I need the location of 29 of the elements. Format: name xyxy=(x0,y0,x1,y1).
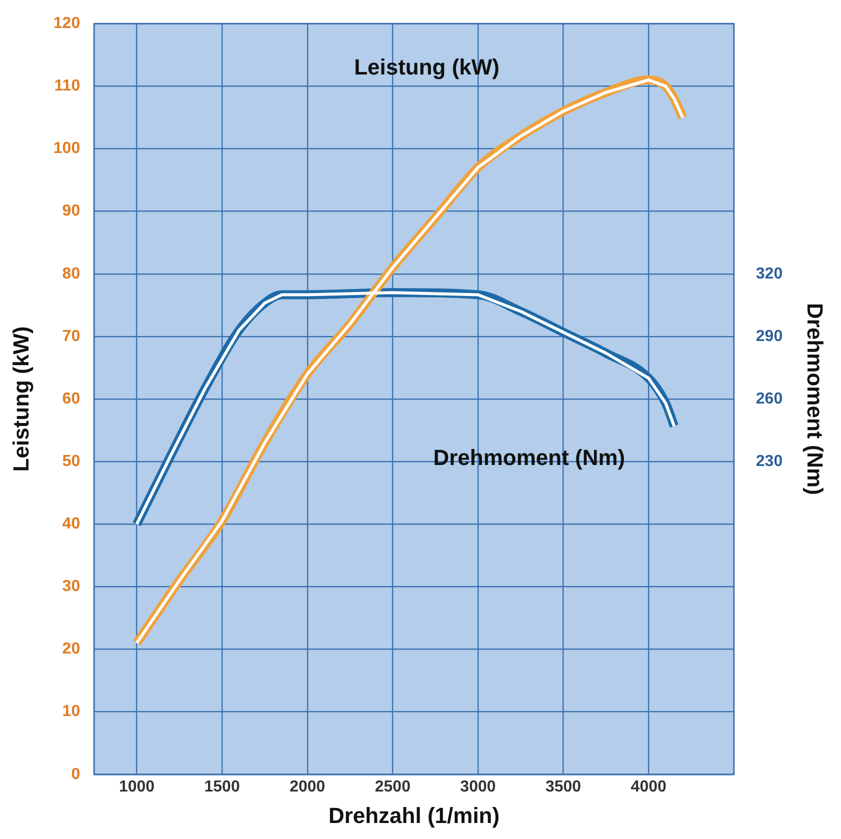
x-tick-label: 3000 xyxy=(460,778,496,796)
y-tick-label: 0 xyxy=(71,766,80,783)
x-axis-title: Drehzahl (1/min) xyxy=(328,802,500,828)
annotation: Drehmoment (Nm) xyxy=(433,445,626,470)
y-tick-label: 70 xyxy=(62,328,80,345)
y-tick-label: 40 xyxy=(62,516,80,533)
y2-tick-label: 320 xyxy=(756,265,783,282)
y-tick-label: 20 xyxy=(62,640,80,658)
y-axis-title: Leistung (kW) xyxy=(8,326,34,472)
y-tick-label: 30 xyxy=(62,578,80,596)
y-tick-label: 50 xyxy=(62,452,80,470)
x-tick-label: 1500 xyxy=(204,778,240,796)
x-tick-label: 4000 xyxy=(630,778,666,796)
y2-tick-label: 230 xyxy=(756,452,783,470)
x-tick-label: 3500 xyxy=(545,778,582,796)
y-tick-label: 120 xyxy=(53,15,80,32)
y-tick-label: 60 xyxy=(62,390,80,408)
y-tick-label: 80 xyxy=(62,265,80,282)
y2-tick-label: 290 xyxy=(756,328,783,345)
annotation: Leistung (kW) xyxy=(354,54,500,80)
y-tick-label: 110 xyxy=(54,78,80,95)
x-tick-label: 1000 xyxy=(118,778,155,796)
y2-axis-title: Drehmoment (Nm) xyxy=(802,303,828,495)
x-tick-label: 2500 xyxy=(374,778,411,796)
x-tick-label: 2000 xyxy=(290,778,326,796)
y-tick-label: 90 xyxy=(62,202,80,220)
y-tick-label: 10 xyxy=(62,703,80,720)
y-tick-label: 100 xyxy=(53,140,80,158)
y2-tick-label: 260 xyxy=(756,390,783,408)
